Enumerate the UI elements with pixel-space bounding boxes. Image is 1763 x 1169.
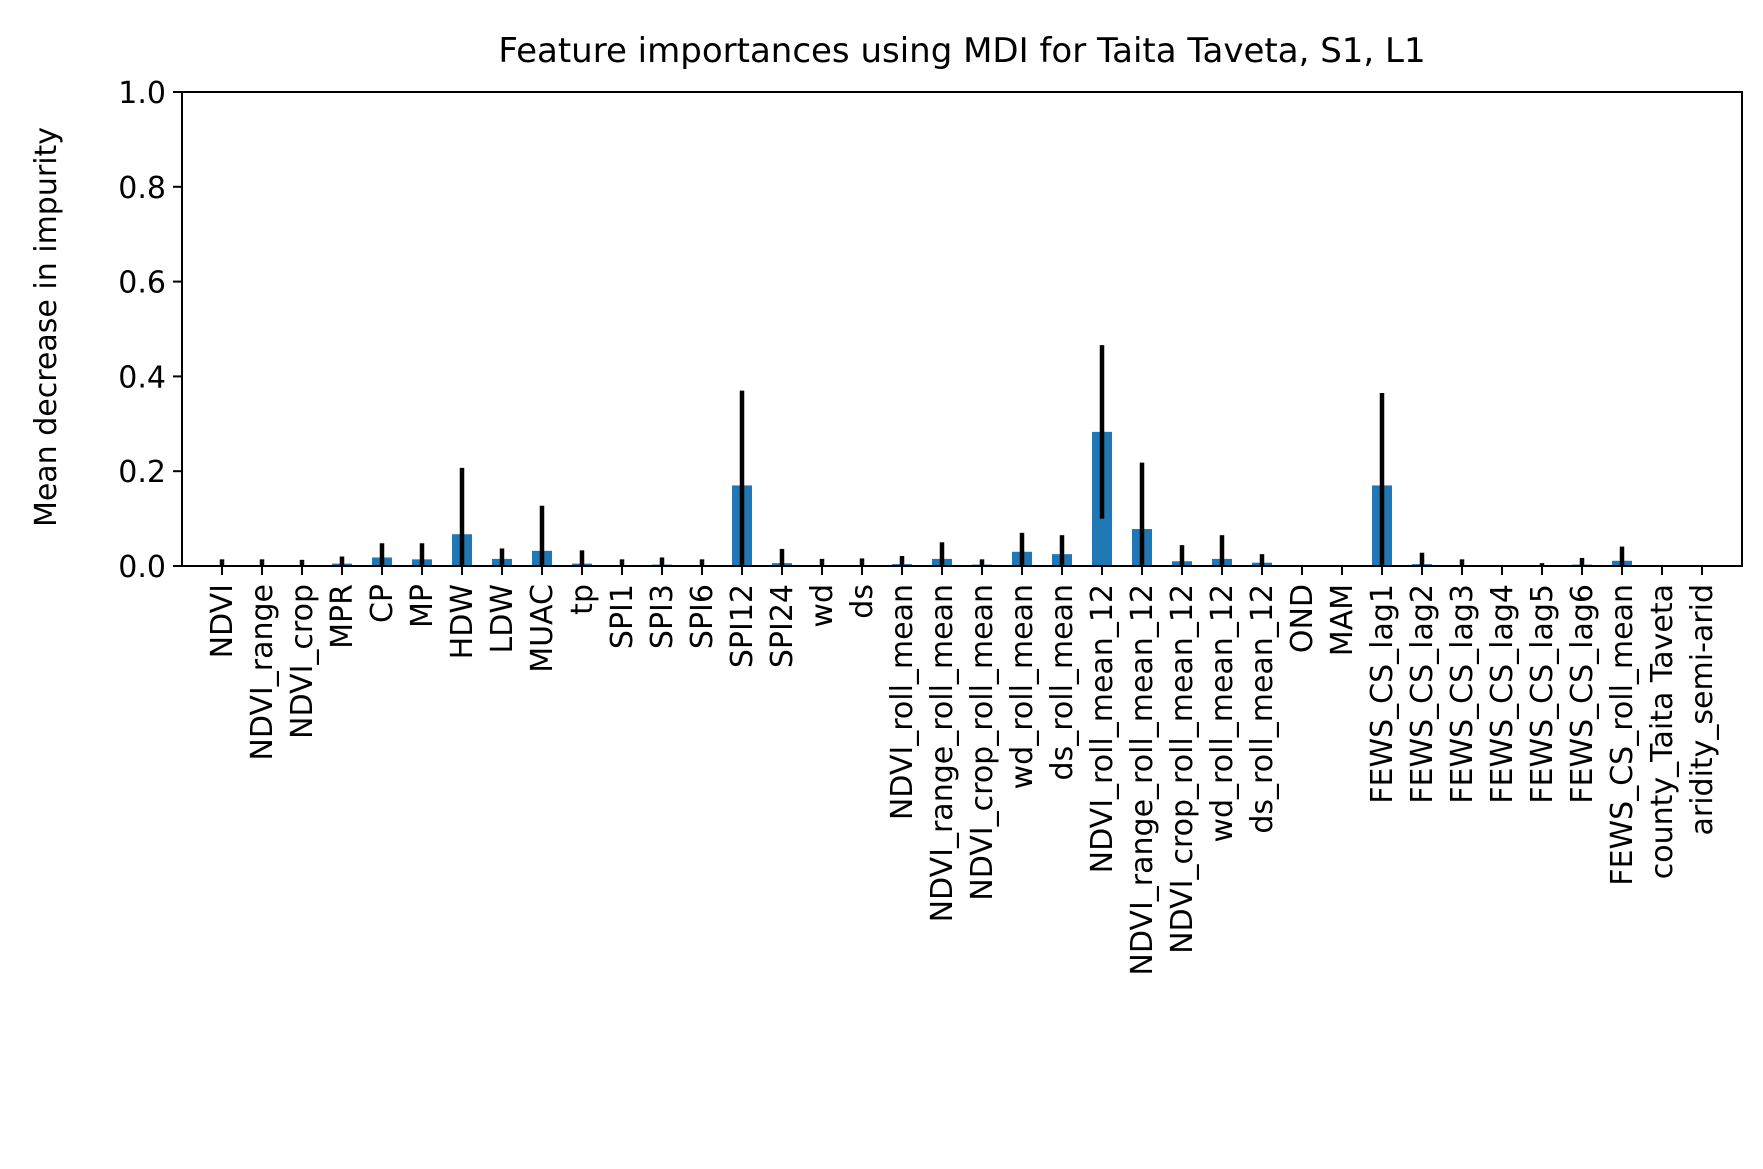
x-tick-label: ds_roll_mean — [1045, 584, 1080, 780]
x-tick-label: FEWS_CS_lag1 — [1365, 584, 1400, 804]
x-tick-label: FEWS_CS_lag3 — [1445, 584, 1480, 804]
chart-title: Feature importances using MDI for Taita … — [498, 31, 1425, 71]
x-tick-label: SPI3 — [645, 584, 680, 649]
y-tick-label: 0.0 — [118, 550, 166, 585]
y-tick-label: 0.4 — [118, 360, 166, 395]
x-tick-label: tp — [565, 584, 600, 615]
x-tick-label: FEWS_CS_roll_mean — [1605, 584, 1640, 886]
x-tick-label: FEWS_CS_lag4 — [1485, 584, 1520, 804]
x-tick-label: NDVI_roll_mean — [885, 584, 920, 820]
x-tick-label: SPI24 — [765, 584, 800, 668]
x-tick-label: FEWS_CS_lag2 — [1405, 584, 1440, 804]
x-tick-label: MPR — [325, 584, 360, 649]
x-tick-label: OND — [1285, 584, 1320, 653]
x-tick-label: SPI6 — [685, 584, 720, 649]
x-tick-label: aridity_semi-arid — [1685, 584, 1720, 836]
x-tick-label: LDW — [485, 584, 520, 653]
x-tick-label: wd_roll_mean_12 — [1205, 584, 1240, 843]
x-tick-label: NDVI_range_roll_mean_12 — [1125, 584, 1160, 976]
x-tick-label: NDVI_crop — [285, 584, 320, 739]
x-tick-label: MUAC — [525, 584, 560, 673]
y-tick-label: 1.0 — [118, 76, 166, 111]
x-tick-label: NDVI_roll_mean_12 — [1085, 584, 1120, 873]
x-tick-label: CP — [365, 584, 400, 623]
x-tick-label: NDVI — [205, 584, 240, 658]
y-tick-label: 0.6 — [118, 266, 166, 301]
x-tick-label: MAM — [1325, 584, 1360, 656]
y-axis-label: Mean decrease in impurity — [29, 127, 64, 527]
x-tick-label: HDW — [445, 584, 480, 659]
x-tick-label: county_Taita Taveta — [1645, 584, 1680, 879]
y-tick-label: 0.8 — [118, 171, 166, 206]
x-tick-label: MP — [405, 584, 440, 628]
x-tick-label: NDVI_range — [245, 584, 280, 761]
x-tick-label: FEWS_CS_lag5 — [1525, 584, 1560, 804]
x-tick-label: ds — [845, 584, 880, 619]
x-tick-label: SPI1 — [605, 584, 640, 649]
x-tick-label: FEWS_CS_lag6 — [1565, 584, 1600, 804]
x-tick-label: NDVI_crop_roll_mean_12 — [1165, 584, 1200, 954]
x-tick-label: NDVI_range_roll_mean — [925, 584, 960, 922]
x-tick-label: ds_roll_mean_12 — [1245, 584, 1280, 834]
x-tick-label: NDVI_crop_roll_mean — [965, 584, 1000, 901]
x-tick-label: SPI12 — [725, 584, 760, 668]
x-tick-label: wd — [805, 584, 840, 628]
y-tick-label: 0.2 — [118, 455, 166, 490]
x-tick-label: wd_roll_mean — [1005, 584, 1040, 789]
